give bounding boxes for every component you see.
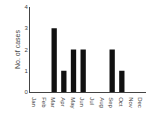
svg-text:Oct: Oct [118,97,124,107]
svg-text:Feb: Feb [41,97,47,108]
svg-text:2: 2 [24,47,28,53]
svg-text:Jun: Jun [79,97,85,107]
svg-text:May: May [70,97,76,108]
svg-text:Dec: Dec [137,97,143,108]
svg-text:Apr: Apr [60,97,66,106]
svg-text:Jul: Jul [89,97,95,105]
svg-text:Aug: Aug [99,97,105,108]
svg-text:No. of cases: No. of cases [14,30,21,69]
svg-text:3: 3 [24,25,28,31]
svg-text:1: 1 [24,68,28,74]
svg-text:Sep: Sep [108,97,114,108]
svg-text:Mar: Mar [50,97,56,107]
svg-text:0: 0 [24,89,28,95]
svg-text:Nov: Nov [128,97,134,108]
svg-text:Jan: Jan [31,97,37,107]
svg-text:4: 4 [24,4,28,10]
